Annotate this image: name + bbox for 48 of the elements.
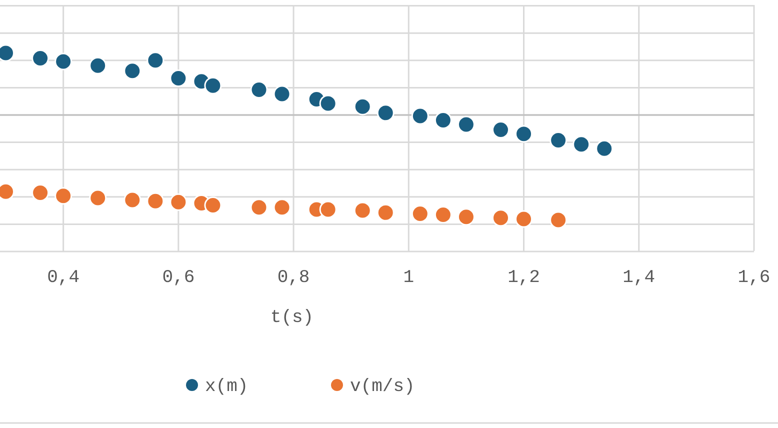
point [124,62,142,80]
point [376,204,394,222]
point [376,104,394,122]
point [89,56,107,74]
point [434,206,452,224]
point [54,187,72,205]
point [596,140,614,158]
x-tick-label: 0,8 [277,268,310,288]
point [250,198,268,216]
point [170,70,188,87]
point [411,204,429,222]
x-tick-label: 1,6 [738,268,770,288]
point [89,189,107,207]
point [411,107,429,125]
point [550,131,568,149]
x-tick-label: 1 [403,268,414,288]
point [54,52,72,70]
point [319,94,337,112]
point [319,200,337,218]
point [170,193,188,211]
point [273,198,291,216]
point [204,196,222,214]
legend-label: x(m) [205,377,248,397]
point [146,192,164,210]
point [204,76,222,94]
point [32,184,50,202]
point [354,202,372,220]
point [492,120,510,138]
point [250,81,268,99]
point [146,52,164,70]
legend-label: v(m/s) [350,377,415,397]
x-axis-title: t(s) [270,308,314,328]
x-tick-label: 0,4 [47,268,80,288]
point [492,209,510,227]
point [354,98,372,116]
point [515,210,533,228]
point [124,191,142,209]
point [457,116,475,134]
point [32,50,50,68]
point [550,211,568,229]
point [273,85,291,103]
x-tick-label: 1,4 [622,268,656,288]
point [457,208,475,226]
x-tick-label: 1,2 [508,268,540,288]
point [515,125,533,143]
point [572,136,590,154]
x-tick-label: 0,6 [162,268,195,288]
point [434,112,452,129]
